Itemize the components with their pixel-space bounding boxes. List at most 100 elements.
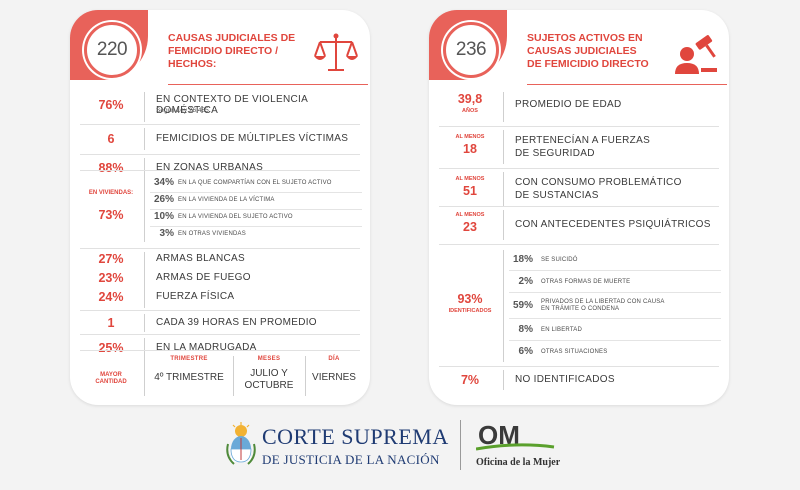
divider: [150, 192, 362, 193]
divider: [439, 244, 719, 245]
housing-item-value: 3%: [159, 228, 174, 239]
list-item: 76% EN CONTEXTO DE VIOLENCIA DOMÉSTICA S…: [80, 92, 362, 122]
stat-value: 1: [107, 316, 115, 330]
outcome-value: 6%: [518, 346, 533, 357]
housing-item-value: 26%: [153, 194, 174, 205]
list-item: 6 FEMICIDIOS DE MÚLTIPLES VÍCTIMAS: [80, 126, 362, 152]
stat-label: EN CONTEXTO DE VIOLENCIA DOMÉSTICA: [156, 94, 308, 116]
housing-item-label: EN LA VIVIENDA DEL SUJETO ACTIVO: [178, 214, 293, 220]
peak-head: TRIMESTRE: [170, 356, 208, 362]
active-subjects-card: 236 SUJETOS ACTIVOS EN CAUSAS JUDICIALES…: [429, 10, 729, 405]
divider: [503, 92, 504, 122]
stat-value: 39,8: [457, 92, 483, 106]
stat-qualifier: AL MENOS: [455, 212, 485, 218]
card-title: SUJETOS ACTIVOS EN CAUSAS JUDICIALES DE …: [527, 32, 649, 70]
divider: [439, 126, 719, 127]
divider: [144, 314, 145, 332]
divider: [80, 248, 360, 249]
court-name: CORTE SUPREMA: [262, 424, 449, 449]
stat-label: NO IDENTIFICADOS: [515, 374, 615, 385]
divider: [80, 334, 360, 335]
stat-value: 27%: [98, 252, 124, 266]
divider: [144, 338, 145, 358]
stat-label: PERTENECÍAN A FUERZAS DE SEGURIDAD: [515, 135, 651, 159]
list-item: 7% NO IDENTIFICADOS: [439, 368, 721, 392]
stat-label: ARMAS DE FUEGO: [156, 272, 251, 283]
list-item: AL MENOS 51 CON CONSUMO PROBLEMÁTICO DE …: [439, 170, 721, 208]
divider: [80, 350, 360, 351]
housing-label: EN VIVIENDAS:: [88, 190, 134, 196]
housing-value: 73%: [98, 208, 124, 222]
stat-label: ARMAS BLANCAS: [156, 253, 245, 264]
stat-label: PROMEDIO DE EDAD: [515, 99, 622, 110]
divider: [150, 209, 362, 210]
peak-head: MESES: [257, 356, 281, 362]
housing-breakdown: EN VIVIENDAS: 73% 34% EN LA QUE COMPARTÍ…: [80, 172, 362, 246]
outcome-label: PRIVADOS DE LA LIBERTAD CON CAUSA EN TRÁ…: [541, 299, 665, 312]
subjects-count-badge: 236: [443, 22, 499, 78]
housing-item-label: EN LA QUE COMPARTÍAN CON EL SUJETO ACTIV…: [178, 180, 332, 186]
divider: [509, 270, 721, 271]
court-subtitle: DE JUSTICIA DE LA NACIÓN: [262, 452, 440, 467]
stat-label: FEMICIDIOS DE MÚLTIPLES VÍCTIMAS: [156, 133, 349, 144]
peak-value: JULIO Y OCTUBRE: [244, 368, 294, 391]
identified-label: IDENTIFICADOS: [448, 308, 492, 314]
peak-value: 4º TRIMESTRE: [154, 372, 224, 383]
stat-label: EN ZONAS URBANAS: [156, 162, 264, 173]
stat-label: FUERZA FÍSICA: [156, 291, 235, 302]
list-item: 88% EN ZONAS URBANAS: [80, 156, 362, 180]
outcome-label: OTRAS FORMAS DE MUERTE: [541, 279, 631, 285]
stat-note: Según Ley 26.485: [156, 107, 209, 114]
peak-quarter: TRIMESTRE 4º TRIMESTRE: [146, 356, 232, 384]
outcome-label: EN LIBERTAD: [541, 327, 582, 333]
outcome-value: 59%: [512, 300, 533, 311]
divider: [80, 154, 360, 155]
list-item: AL MENOS 18 PERTENECÍAN A FUERZAS DE SEG…: [439, 128, 721, 166]
divider: [144, 176, 145, 242]
list-item: 1 CADA 39 HORAS EN PROMEDIO: [80, 312, 362, 334]
outcome-value: 18%: [512, 254, 533, 265]
om-office-name: Oficina de la Mujer: [476, 457, 561, 468]
stat-value: 7%: [460, 373, 480, 387]
stat-value: 24%: [98, 290, 124, 304]
cases-count-badge: 220: [84, 22, 140, 78]
divider: [503, 250, 504, 362]
list-item: AL MENOS 23 CON ANTECEDENTES PSIQUIÁTRIC…: [439, 208, 721, 242]
divider: [144, 356, 145, 396]
divider: [144, 128, 145, 150]
housing-item-value: 34%: [153, 177, 174, 188]
divider: [503, 172, 504, 206]
divider: [144, 252, 145, 308]
divider: [305, 356, 306, 396]
peak-period: MAYOR CANTIDAD TRIMESTRE 4º TRIMESTRE ME…: [80, 356, 362, 400]
footer-logos: CORTE SUPREMA DE JUSTICIA DE LA NACIÓN O…: [0, 418, 800, 478]
national-coat-of-arms-icon: [226, 422, 256, 465]
divider: [80, 310, 360, 311]
stat-value: 23: [463, 220, 477, 234]
peak-day: DÍA VIERNES: [306, 356, 362, 384]
housing-item-value: 10%: [153, 211, 174, 222]
outcome-label: OTRAS SITUACIONES: [541, 349, 608, 355]
stat-value: 25%: [98, 341, 124, 355]
logo-divider: [460, 420, 461, 470]
stat-value: 18: [463, 142, 477, 156]
scales-of-justice-icon: [314, 33, 358, 71]
peak-value: VIERNES: [312, 372, 356, 383]
divider: [509, 318, 721, 319]
stat-label: CADA 39 HORAS EN PROMEDIO: [156, 317, 317, 328]
divider: [503, 370, 504, 390]
title-divider: [168, 84, 368, 85]
outcome-value: 2%: [518, 276, 533, 287]
stat-label: CON ANTECEDENTES PSIQUIÁTRICOS: [515, 219, 711, 230]
outcome-value: 8%: [518, 324, 533, 335]
stat-value: 6: [107, 132, 115, 146]
divider: [439, 366, 719, 367]
housing-item-label: EN LA VIVIENDA DE LA VÍCTIMA: [178, 197, 275, 203]
divider: [439, 168, 719, 169]
divider: [509, 340, 721, 341]
divider: [80, 124, 360, 125]
divider: [233, 356, 234, 396]
stat-value: 76%: [98, 98, 124, 112]
list-item: 25% EN LA MADRUGADA: [80, 336, 362, 360]
card-title: CAUSAS JUDICIALES DE FEMICIDIO DIRECTO /…: [168, 32, 296, 70]
